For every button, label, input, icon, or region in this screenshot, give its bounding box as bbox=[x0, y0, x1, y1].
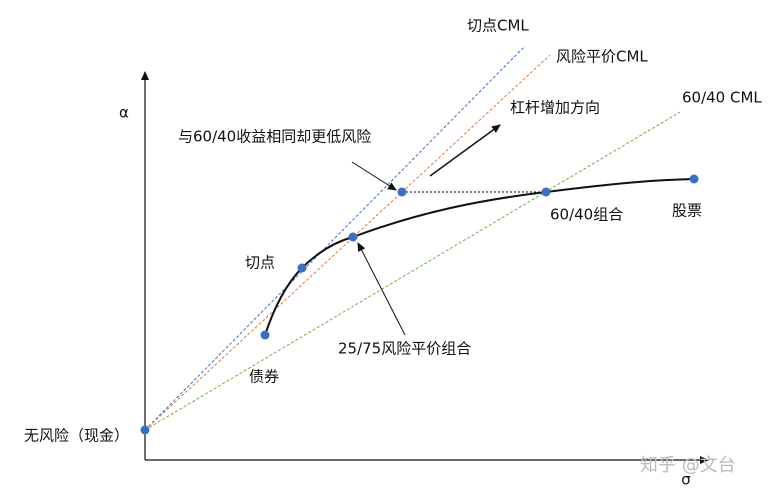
point bbox=[297, 263, 307, 273]
risk-parity-cml bbox=[144, 54, 551, 431]
point bbox=[541, 187, 551, 197]
frontier-curve bbox=[264, 178, 695, 336]
tangent-cml bbox=[144, 45, 526, 431]
annotation-arrow bbox=[357, 242, 406, 336]
point bbox=[689, 174, 699, 184]
leverage-arrow bbox=[429, 124, 501, 177]
point-label: 切点 bbox=[245, 254, 275, 272]
annotation: 与60/40收益相同却更低风险 bbox=[178, 128, 371, 146]
x-axis-label: σ bbox=[681, 471, 691, 489]
y-axis-label: α bbox=[119, 104, 129, 122]
point bbox=[140, 425, 150, 435]
point bbox=[348, 232, 358, 242]
point bbox=[397, 187, 407, 197]
annotation-arrow bbox=[351, 161, 397, 191]
6040-cml bbox=[144, 111, 681, 431]
point-label: 无风险（现金） bbox=[24, 427, 129, 445]
annotation: 杠杆增加方向 bbox=[510, 99, 600, 117]
watermark: 知乎 @文台 bbox=[640, 455, 736, 476]
line-label: 60/40 CML bbox=[682, 89, 762, 107]
point-label: 60/40组合 bbox=[550, 206, 623, 224]
point-label: 债券 bbox=[249, 368, 279, 386]
points bbox=[140, 174, 699, 435]
point-label: 股票 bbox=[672, 202, 702, 220]
point bbox=[260, 330, 270, 340]
line-label: 风险平价CML bbox=[556, 48, 648, 66]
point-label: 25/75风险平价组合 bbox=[338, 340, 471, 358]
line-label: 切点CML bbox=[467, 17, 529, 35]
